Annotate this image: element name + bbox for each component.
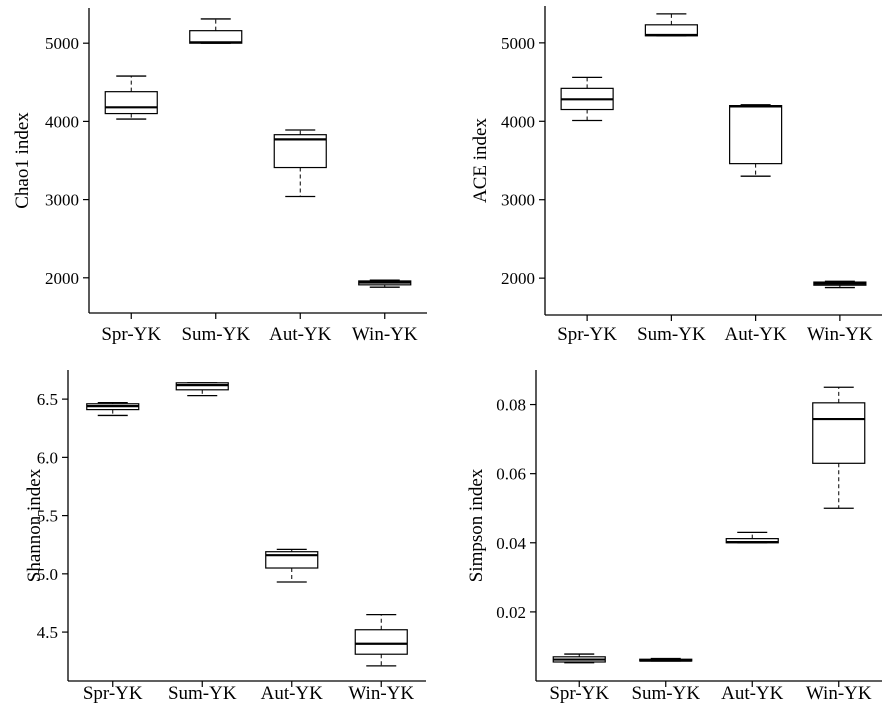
y-tick-label: 6.5	[37, 390, 58, 409]
iqr-box	[813, 403, 865, 463]
y-axis-title: Chao1 index	[12, 112, 33, 209]
iqr-box	[105, 92, 157, 114]
x-tick-label: Aut-YK	[261, 683, 324, 704]
y-tick-label: 4000	[45, 112, 79, 131]
x-tick-label: Sum-YK	[168, 683, 237, 704]
x-tick-label: Aut-YK	[269, 324, 332, 345]
box-win-yk	[355, 615, 407, 666]
ace-chart: 2000 3000 4000 5000 ACE index Spr-YK Sum-YK Aut…	[442, 0, 884, 354]
box-spr-yk	[553, 654, 605, 663]
y-axis-title: Simpson index	[466, 468, 487, 582]
box-aut-yk	[730, 105, 782, 176]
x-tick-label: Sum-YK	[181, 324, 250, 345]
box-spr-yk	[561, 77, 613, 120]
y-tick-label: 0.04	[496, 534, 526, 553]
box-sum-yk	[645, 14, 697, 36]
y-axis-title: ACE index	[470, 118, 491, 203]
y-tick-label: 2000	[501, 269, 535, 288]
box-sum-yk	[190, 19, 242, 43]
box-spr-yk	[87, 403, 139, 416]
x-tick-label: Spr-YK	[83, 683, 143, 704]
x-tick-label: Spr-YK	[549, 683, 609, 704]
iqr-box	[176, 383, 228, 390]
y-axis-title: Shannon index	[24, 468, 45, 582]
x-tick-label: Win-YK	[348, 683, 414, 704]
x-tick-label: Win-YK	[807, 324, 873, 345]
y-tick-label: 0.02	[496, 603, 526, 622]
box-sum-yk	[176, 383, 228, 396]
box-aut-yk	[266, 549, 318, 582]
x-tick-label: Spr-YK	[557, 324, 617, 345]
chao1-chart: 2000 3000 4000 5000 Chao1 index Spr-YK Sum-YK A…	[0, 0, 442, 354]
box-aut-yk	[726, 532, 778, 542]
box-win-yk	[814, 281, 866, 287]
iqr-box	[355, 630, 407, 654]
box-win-yk	[813, 387, 865, 508]
x-tick-label: Win-YK	[352, 324, 418, 345]
y-tick-label: 2000	[45, 269, 79, 288]
x-tick-label: Spr-YK	[101, 324, 161, 345]
y-tick-label: 4000	[501, 112, 535, 131]
x-tick-label: Aut-YK	[724, 324, 787, 345]
simpson-chart: 0.02 0.04 0.06 0.08 Simpson index Spr-YK Sum-Y…	[442, 354, 884, 707]
y-tick-label: 3000	[501, 191, 535, 210]
y-tick-label: 0.08	[496, 396, 526, 415]
y-tick-label: 3000	[45, 191, 79, 210]
y-tick-label: 5000	[501, 34, 535, 53]
y-tick-label: 0.06	[496, 465, 526, 484]
x-tick-label: Sum-YK	[631, 683, 700, 704]
y-tick-label: 4.5	[37, 623, 58, 642]
x-tick-label: Aut-YK	[721, 683, 784, 704]
x-tick-label: Win-YK	[806, 683, 872, 704]
box-win-yk	[359, 280, 411, 287]
box-spr-yk	[105, 76, 157, 119]
y-tick-label: 6.0	[37, 448, 58, 467]
y-tick-label: 5000	[45, 34, 79, 53]
x-tick-label: Sum-YK	[637, 324, 706, 345]
box-sum-yk	[640, 659, 692, 661]
box-aut-yk	[274, 130, 326, 196]
iqr-box	[730, 106, 782, 164]
